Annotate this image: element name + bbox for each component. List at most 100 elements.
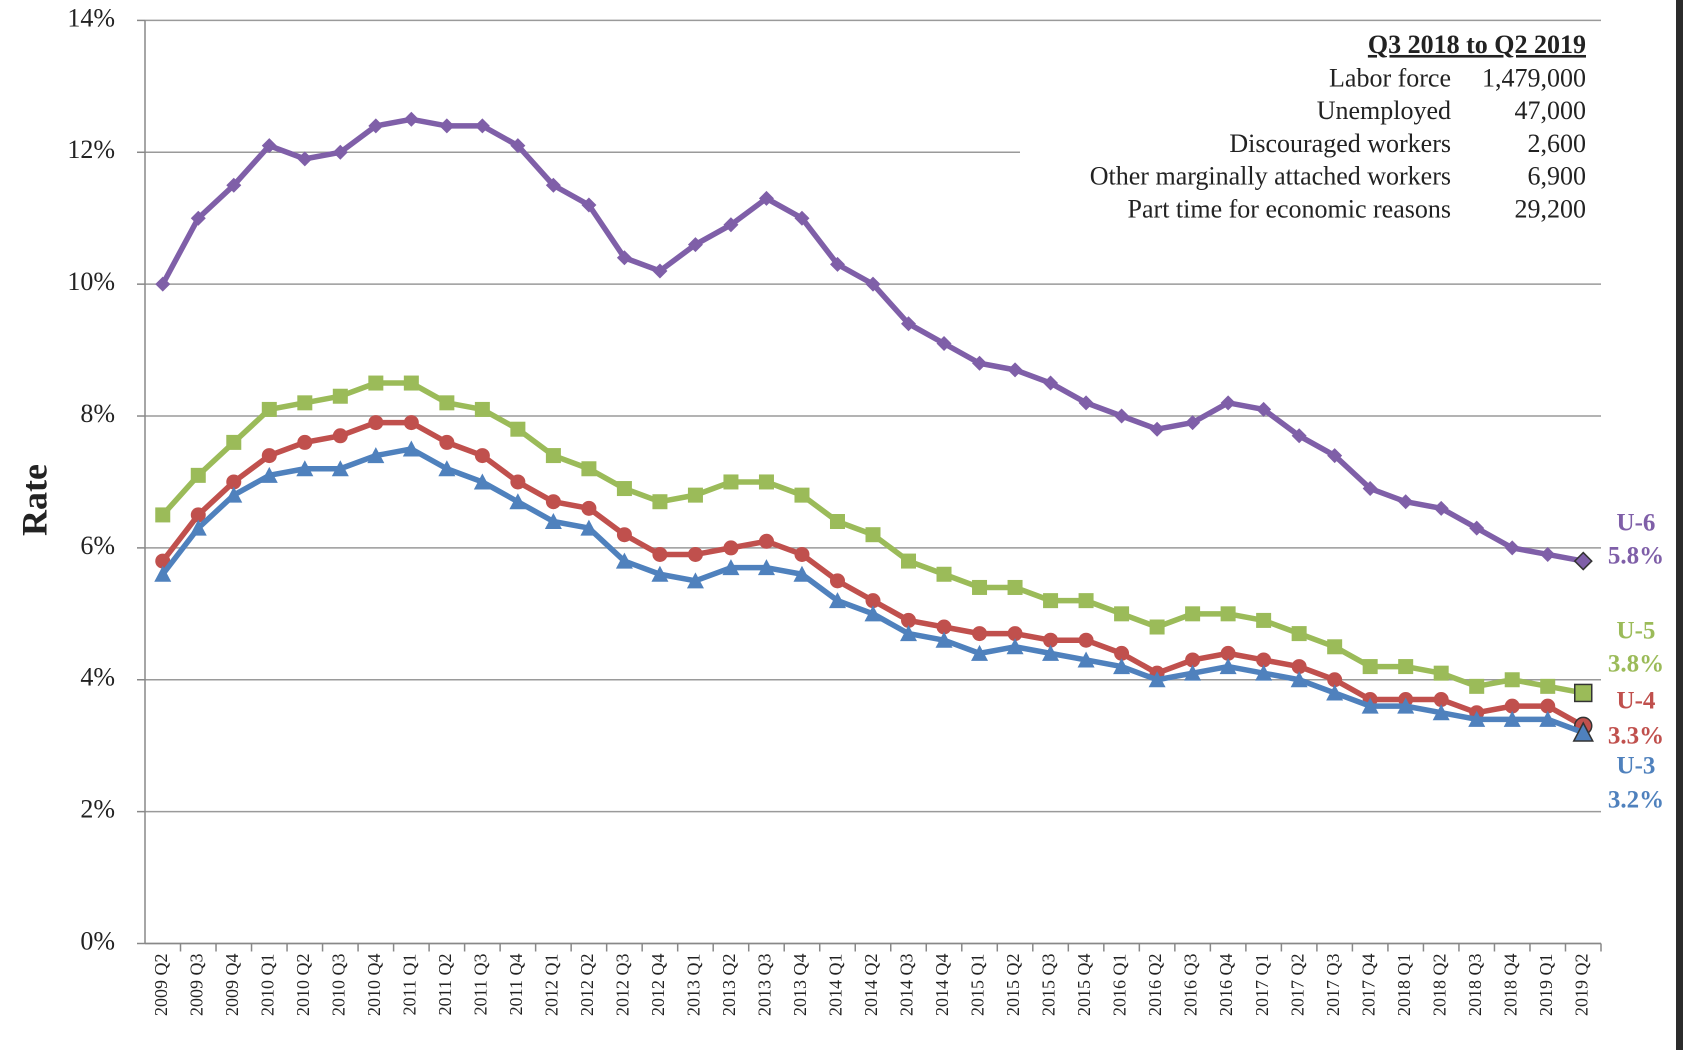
marker [154, 565, 172, 582]
marker [581, 461, 597, 477]
marker [1469, 520, 1485, 536]
marker [474, 448, 490, 464]
x-tick-label: 2013 Q2 [719, 954, 739, 1017]
marker [901, 316, 917, 332]
marker [971, 644, 989, 661]
marker [510, 474, 526, 490]
marker [1433, 500, 1449, 516]
marker [723, 217, 739, 233]
marker [1007, 626, 1023, 642]
x-tick-label: 2013 Q3 [755, 954, 775, 1017]
marker [901, 612, 917, 628]
marker [1219, 658, 1237, 675]
marker [189, 519, 207, 536]
marker [581, 500, 597, 516]
marker [1539, 710, 1557, 727]
marker [687, 487, 703, 503]
marker [686, 572, 704, 589]
series-name: U-6 [1617, 510, 1656, 537]
marker [260, 466, 278, 483]
x-tick-label: 2010 Q2 [293, 954, 313, 1017]
marker [261, 401, 277, 417]
annotation-value: 2,600 [1528, 129, 1587, 158]
annotation-value: 6,900 [1528, 162, 1587, 191]
marker [900, 625, 918, 642]
marker [331, 460, 349, 477]
marker [616, 481, 632, 497]
marker [190, 210, 206, 226]
marker [474, 118, 490, 134]
marker [1148, 671, 1166, 688]
marker [864, 605, 882, 622]
marker [1504, 672, 1520, 688]
marker [580, 519, 598, 536]
marker [368, 375, 384, 391]
marker [794, 546, 810, 562]
marker [1114, 606, 1130, 622]
marker [1433, 692, 1449, 708]
marker [1540, 678, 1556, 694]
x-tick-label: 2016 Q4 [1216, 954, 1236, 1017]
marker [473, 473, 491, 490]
marker [1573, 551, 1593, 571]
marker [901, 553, 917, 569]
marker [1398, 494, 1414, 510]
annotation-box [1020, 32, 1601, 232]
marker [936, 335, 952, 351]
marker [1113, 658, 1131, 675]
marker [297, 395, 313, 411]
x-tick-label: 2010 Q1 [257, 954, 277, 1017]
marker [1149, 619, 1165, 635]
x-tick-label: 2012 Q3 [613, 954, 633, 1017]
marker [1007, 579, 1023, 595]
y-tick-label: 6% [80, 531, 115, 560]
y-tick-label: 8% [80, 399, 115, 428]
marker [1114, 645, 1130, 661]
x-tick-label: 2014 Q3 [897, 954, 917, 1017]
x-tick-label: 2013 Q4 [790, 954, 810, 1017]
x-tick-label: 2015 Q2 [1003, 954, 1023, 1017]
marker [1327, 672, 1343, 688]
marker [368, 415, 384, 431]
marker [581, 197, 597, 213]
marker [1043, 375, 1059, 391]
marker [367, 447, 385, 464]
x-tick-label: 2017 Q2 [1287, 954, 1307, 1017]
marker [474, 401, 490, 417]
marker [403, 415, 419, 431]
window-edge [1676, 0, 1683, 1050]
x-tick-label: 2009 Q2 [151, 954, 171, 1017]
marker [1432, 704, 1450, 721]
marker [1006, 638, 1024, 655]
marker [1078, 632, 1094, 648]
marker [935, 631, 953, 648]
y-tick-label: 0% [80, 926, 115, 955]
marker [1256, 652, 1272, 668]
x-tick-label: 2019 Q2 [1571, 954, 1591, 1017]
x-tick-label: 2014 Q1 [826, 954, 846, 1017]
value-label: 5.8% [1608, 543, 1664, 570]
x-tick-label: 2011 Q3 [470, 954, 490, 1016]
x-tick-label: 2010 Q3 [328, 954, 348, 1017]
marker [261, 138, 277, 154]
marker [261, 448, 277, 464]
x-tick-label: 2011 Q4 [506, 954, 526, 1016]
annotation-label: Part time for economic reasons [1128, 194, 1451, 223]
marker [1184, 664, 1202, 681]
marker [1503, 710, 1521, 727]
x-tick-label: 2017 Q1 [1252, 954, 1272, 1017]
marker [1220, 606, 1236, 622]
marker [1043, 632, 1059, 648]
marker [865, 527, 881, 543]
series-name: U-5 [1617, 618, 1656, 645]
marker [190, 467, 206, 483]
marker [865, 593, 881, 609]
marker [1540, 698, 1556, 714]
x-tick-label: 2018 Q4 [1500, 954, 1520, 1017]
marker [829, 573, 845, 589]
marker [616, 250, 632, 266]
marker [1398, 659, 1414, 675]
x-tick-label: 2017 Q3 [1323, 954, 1343, 1017]
x-tick-label: 2018 Q1 [1394, 954, 1414, 1017]
y-tick-label: 2% [80, 795, 115, 824]
